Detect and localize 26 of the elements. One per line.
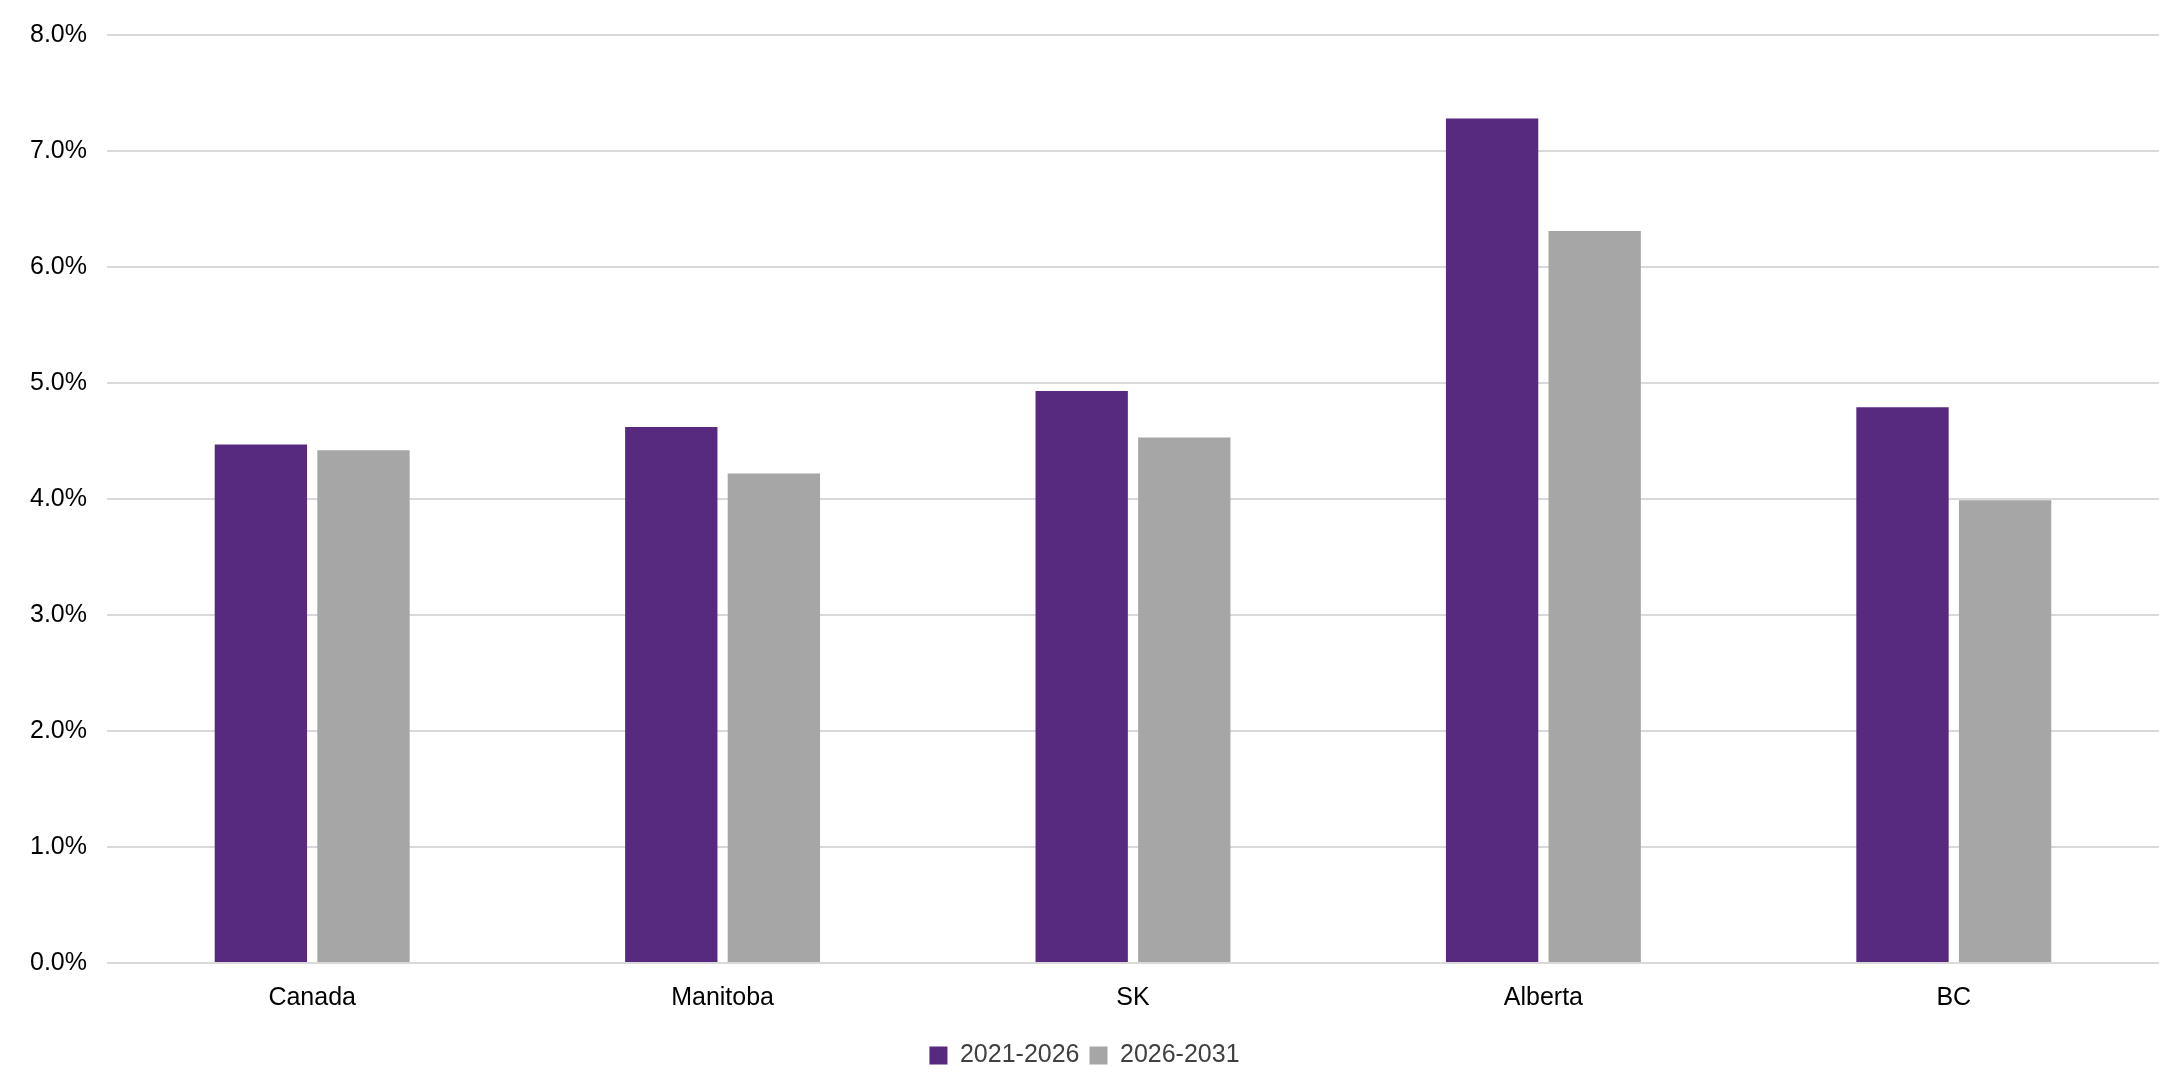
y-tick-label: 7.0% (30, 134, 87, 163)
x-tick-label: Manitoba (671, 981, 775, 1010)
legend-label: 2026-2031 (1120, 1039, 1240, 1068)
y-tick-label: 5.0% (30, 366, 87, 395)
legend-label: 2021-2026 (959, 1039, 1080, 1068)
x-tick-label: Canada (268, 981, 357, 1010)
y-tick-label: 4.0% (30, 482, 87, 511)
y-tick-label: 8.0% (30, 18, 87, 47)
bar (1958, 500, 2052, 962)
bar (1856, 407, 1949, 962)
bar (1035, 391, 1128, 962)
y-tick-label: 0.0% (30, 946, 87, 975)
x-tick-label: SK (1116, 981, 1150, 1010)
bar (625, 427, 718, 962)
bar (1138, 437, 1231, 962)
bar (1548, 231, 1641, 962)
bar (317, 450, 410, 962)
x-tick-label: BC (1936, 981, 1972, 1010)
y-tick-label: 1.0% (30, 830, 87, 859)
y-tick-label: 2.0% (30, 714, 87, 743)
bar (727, 473, 821, 962)
y-tick-label: 6.0% (30, 250, 87, 279)
y-tick-label: 3.0% (30, 598, 87, 627)
bar (214, 444, 308, 962)
x-tick-label: Alberta (1503, 981, 1584, 1010)
bar (1445, 118, 1539, 962)
